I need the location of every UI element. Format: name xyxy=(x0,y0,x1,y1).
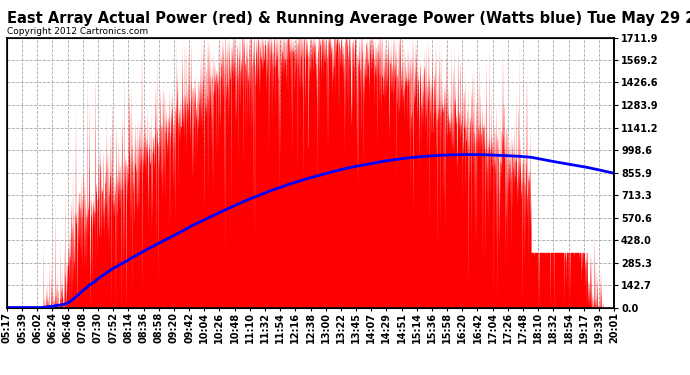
Text: East Array Actual Power (red) & Running Average Power (Watts blue) Tue May 29 20: East Array Actual Power (red) & Running … xyxy=(7,11,690,26)
Text: Copyright 2012 Cartronics.com: Copyright 2012 Cartronics.com xyxy=(7,27,148,36)
